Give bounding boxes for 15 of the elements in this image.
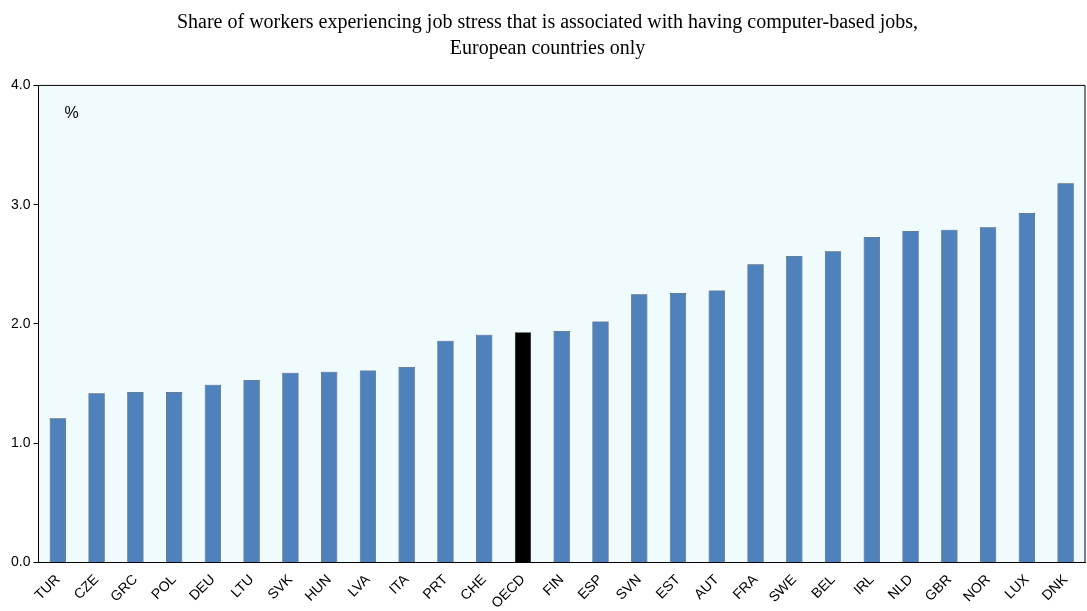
x-tick-label: BEL xyxy=(807,570,839,602)
x-tick-label: TUR xyxy=(31,571,63,603)
x-tick-label: ITA xyxy=(385,570,412,597)
y-tick-label: 1.0 xyxy=(10,434,31,451)
x-tick-label: IRL xyxy=(849,570,877,598)
y-tick-label: 4.0 xyxy=(10,76,31,93)
chart-title: Share of workers experiencing job stress that is associated with having computer-based jobs, European countries only xyxy=(175,9,920,60)
annotation: % xyxy=(64,103,79,121)
x-tick-label: POL xyxy=(147,570,180,603)
y-tick-label: 3.0 xyxy=(10,195,31,212)
x-tick-label: LVA xyxy=(344,570,374,600)
x-tick-label: FRA xyxy=(729,570,761,603)
y-tick-label: 2.0 xyxy=(10,314,31,331)
x-tick-label: FIN xyxy=(539,571,567,599)
y-tick-label: 0.0 xyxy=(10,553,31,570)
